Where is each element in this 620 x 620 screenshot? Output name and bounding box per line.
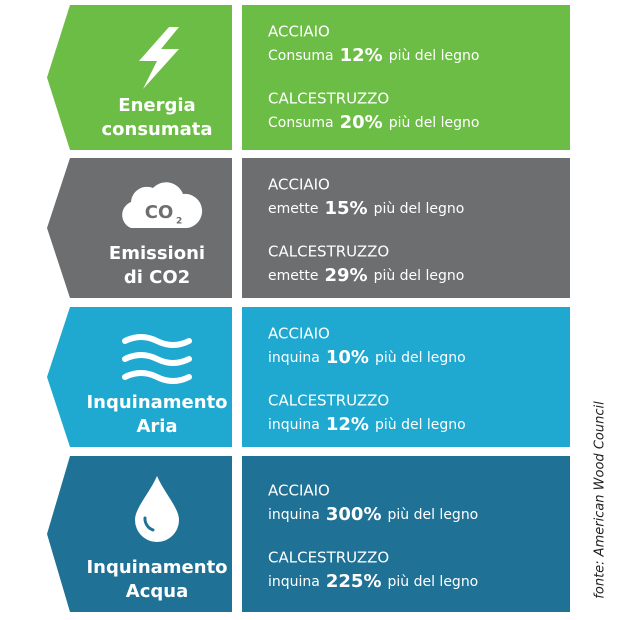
- category-label: Energia: [118, 95, 195, 116]
- verb: emette: [268, 201, 318, 217]
- verb: inquina: [268, 350, 320, 366]
- comparison: inquina 300% più del legno: [268, 504, 478, 525]
- icon-text: CO: [145, 202, 174, 223]
- comparison: emette 15% più del legno: [268, 198, 464, 219]
- icon-bolt: [139, 27, 179, 89]
- material: CALCESTRUZZO: [268, 90, 389, 108]
- detail-panel: [242, 307, 570, 447]
- material: ACCIAIO: [268, 482, 330, 500]
- verb: inquina: [268, 574, 320, 590]
- verb: Consuma: [268, 48, 334, 64]
- category-arrow: [47, 456, 232, 612]
- source: fonte: American Wood Council: [593, 401, 608, 599]
- icon-wind: [122, 370, 192, 384]
- verb: inquina: [268, 507, 320, 523]
- material: CALCESTRUZZO: [268, 243, 389, 261]
- suffix: più del legno: [374, 268, 465, 284]
- category-label: Acqua: [126, 581, 188, 602]
- category-arrow: [47, 5, 232, 150]
- icon-drop-shine: [143, 516, 155, 532]
- material: ACCIAIO: [268, 176, 330, 194]
- category-label: Aria: [136, 416, 177, 437]
- material: ACCIAIO: [268, 23, 330, 41]
- percent: 10%: [326, 347, 369, 368]
- suffix: più del legno: [389, 115, 480, 131]
- material: CALCESTRUZZO: [268, 392, 389, 410]
- percent: 29%: [324, 265, 367, 286]
- category-label: Inquinamento: [86, 557, 227, 578]
- icon-sub: 2: [176, 217, 182, 227]
- percent: 20%: [340, 112, 383, 133]
- material: ACCIAIO: [268, 325, 330, 343]
- detail-panel: [242, 456, 570, 612]
- icon-wind: [122, 352, 192, 366]
- verb: emette: [268, 268, 318, 284]
- suffix: più del legno: [389, 48, 480, 64]
- comparison: Consuma 12% più del legno: [268, 45, 479, 66]
- percent: 225%: [326, 571, 382, 592]
- category-label: Inquinamento: [86, 392, 227, 413]
- comparison: inquina 10% più del legno: [268, 347, 466, 368]
- percent: 12%: [326, 414, 369, 435]
- detail-panel: [242, 158, 570, 298]
- suffix: più del legno: [375, 350, 466, 366]
- comparison: emette 29% più del legno: [268, 265, 464, 286]
- comparison: inquina 12% più del legno: [268, 414, 466, 435]
- category-label: Emissioni: [109, 243, 205, 264]
- percent: 12%: [340, 45, 383, 66]
- suffix: più del legno: [387, 574, 478, 590]
- suffix: più del legno: [375, 417, 466, 433]
- verb: inquina: [268, 417, 320, 433]
- icon-cloud: [122, 182, 203, 228]
- verb: Consuma: [268, 115, 334, 131]
- category-label: di CO2: [124, 267, 190, 288]
- detail-panel: [242, 5, 570, 150]
- suffix: più del legno: [387, 507, 478, 523]
- comparison: Consuma 20% più del legno: [268, 112, 479, 133]
- percent: 300%: [326, 504, 382, 525]
- percent: 15%: [324, 198, 367, 219]
- comparison: inquina 225% più del legno: [268, 571, 478, 592]
- material: CALCESTRUZZO: [268, 549, 389, 567]
- suffix: più del legno: [374, 201, 465, 217]
- icon-wind: [122, 334, 192, 348]
- category-label: consumata: [101, 119, 212, 140]
